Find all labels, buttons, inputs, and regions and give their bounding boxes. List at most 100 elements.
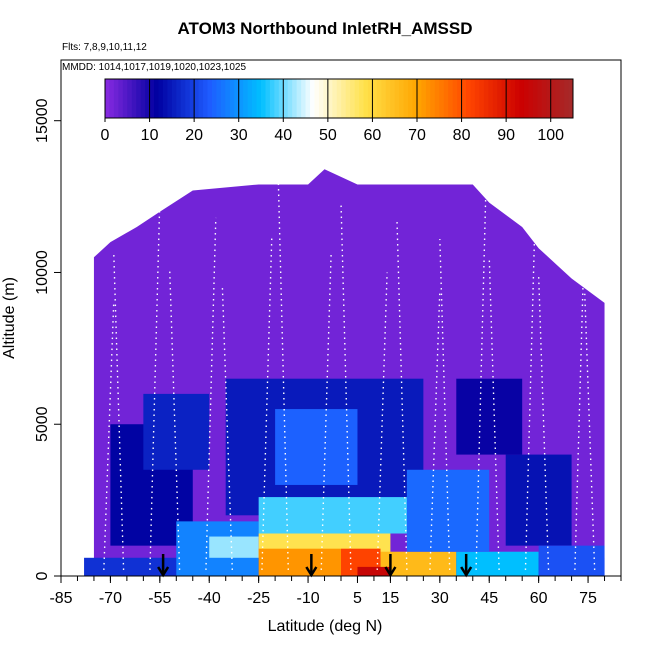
flight-profile: [340, 202, 352, 570]
colorbar-swatch: [207, 79, 213, 118]
colorbar-swatch: [136, 79, 142, 118]
x-tick-label: 45: [480, 590, 498, 607]
rh-heat-layer: [84, 169, 605, 576]
colorbar-swatch: [113, 79, 119, 118]
flight-profile: [205, 217, 217, 570]
rh-cell: [406, 469, 490, 552]
colorbar-swatch: [261, 79, 266, 118]
colorbar-swatch: [318, 79, 324, 118]
colorbar-swatch: [234, 79, 240, 118]
x-tick-label: -70: [99, 590, 122, 607]
colorbar-swatch: [225, 79, 231, 118]
flight-profile: [524, 205, 537, 570]
rh-cell: [209, 536, 259, 558]
rh-cell: [258, 497, 424, 534]
arrow-head: [305, 566, 318, 578]
plot-area: [84, 169, 605, 576]
colorbar-swatch: [394, 79, 400, 118]
y-tick-label: 0: [34, 571, 51, 580]
colorbar-swatch: [176, 79, 182, 118]
colorbar-swatch: [314, 79, 320, 118]
y-tick-label: 10000: [34, 250, 51, 295]
colorbar-swatch: [492, 79, 498, 118]
colorbar-swatch: [515, 79, 521, 118]
colorbar-swatch: [519, 79, 525, 118]
colorbar-swatch: [105, 79, 110, 118]
colorbar-swatch: [497, 79, 503, 118]
colorbar-swatch: [417, 79, 422, 118]
rh-cell: [258, 548, 341, 576]
colorbar-swatch: [532, 79, 538, 118]
colorbar-swatch: [363, 79, 369, 118]
colorbar-swatch: [408, 79, 414, 118]
colorbar-swatch: [109, 79, 115, 118]
colorbar-swatch: [345, 79, 351, 118]
x-tick-label: 30: [431, 590, 449, 607]
colorbar-swatch: [537, 79, 543, 118]
colorbar-swatch: [550, 79, 556, 118]
rh-cell: [357, 566, 391, 576]
colorbar-swatch: [350, 79, 356, 118]
x-tick-label: 5: [353, 590, 362, 607]
arrow-head: [157, 566, 170, 578]
colorbar-swatch: [412, 79, 418, 118]
y-tick-label: 5000: [34, 406, 51, 442]
colorbar-swatch: [474, 79, 480, 118]
colorbar-swatch: [523, 79, 529, 118]
colorbar-swatch: [510, 79, 516, 118]
colorbar-swatch: [541, 79, 547, 118]
colorbar-swatch: [403, 79, 409, 118]
colorbar-swatch: [390, 79, 396, 118]
rh-cell: [456, 378, 523, 455]
colorbar-swatch: [452, 79, 458, 118]
colorbar-swatch: [528, 79, 534, 118]
colorbar-tick-label: 0: [101, 127, 110, 144]
colorbar-tick-label: 100: [537, 127, 564, 144]
colorbar-swatch: [131, 79, 137, 118]
colorbar-swatch: [448, 79, 454, 118]
colorbar-swatch: [145, 79, 151, 118]
colorbar-swatch: [399, 79, 405, 118]
x-tick-label: -40: [198, 590, 221, 607]
colorbar-swatch: [194, 79, 200, 118]
colorbar-swatch: [381, 79, 387, 118]
colorbar-swatch: [247, 79, 253, 118]
colorbar-swatch: [354, 79, 360, 118]
colorbar-swatch: [385, 79, 391, 118]
colorbar-swatch: [434, 79, 440, 118]
y-axis-label: Altitude (m): [1, 277, 18, 359]
colorbar-swatch: [425, 79, 431, 118]
x-tick-label: 75: [579, 590, 597, 607]
colorbar-swatch: [332, 79, 338, 118]
colorbar-swatch: [216, 79, 222, 118]
colorbar-swatch: [327, 79, 333, 118]
colorbar-swatch: [211, 79, 217, 118]
flight-profile: [169, 269, 181, 570]
colorbar-swatch: [439, 79, 445, 118]
colorbar-tick-label: 70: [408, 127, 426, 144]
colorbar-swatch: [140, 79, 146, 118]
colorbar-tick-label: 80: [453, 127, 471, 144]
arrow-head: [384, 566, 397, 578]
rh-cell: [505, 454, 572, 546]
colorbar-swatch: [336, 79, 342, 118]
colorbar-swatch: [167, 79, 173, 118]
colorbar-swatch: [564, 79, 570, 118]
colorbar-swatch: [229, 79, 235, 118]
colorbar-tick-label: 20: [185, 127, 203, 144]
colorbar-swatch: [568, 79, 574, 118]
colorbar-swatch: [310, 79, 315, 118]
colorbar-swatch: [171, 79, 177, 118]
colorbar-swatch: [506, 79, 512, 118]
colorbar-tick-label: 40: [274, 127, 292, 144]
colorbar-tick-label: 10: [141, 127, 159, 144]
flight-profile: [376, 272, 388, 570]
colorbar-swatch: [203, 79, 209, 118]
colorbar-swatch: [421, 79, 427, 118]
colorbar-swatch: [220, 79, 226, 118]
colorbar-swatch: [470, 79, 476, 118]
flight-profile: [584, 293, 596, 570]
colorbar-swatch: [430, 79, 436, 118]
rh-cell: [275, 409, 358, 485]
flight-track-layer: [103, 184, 596, 570]
